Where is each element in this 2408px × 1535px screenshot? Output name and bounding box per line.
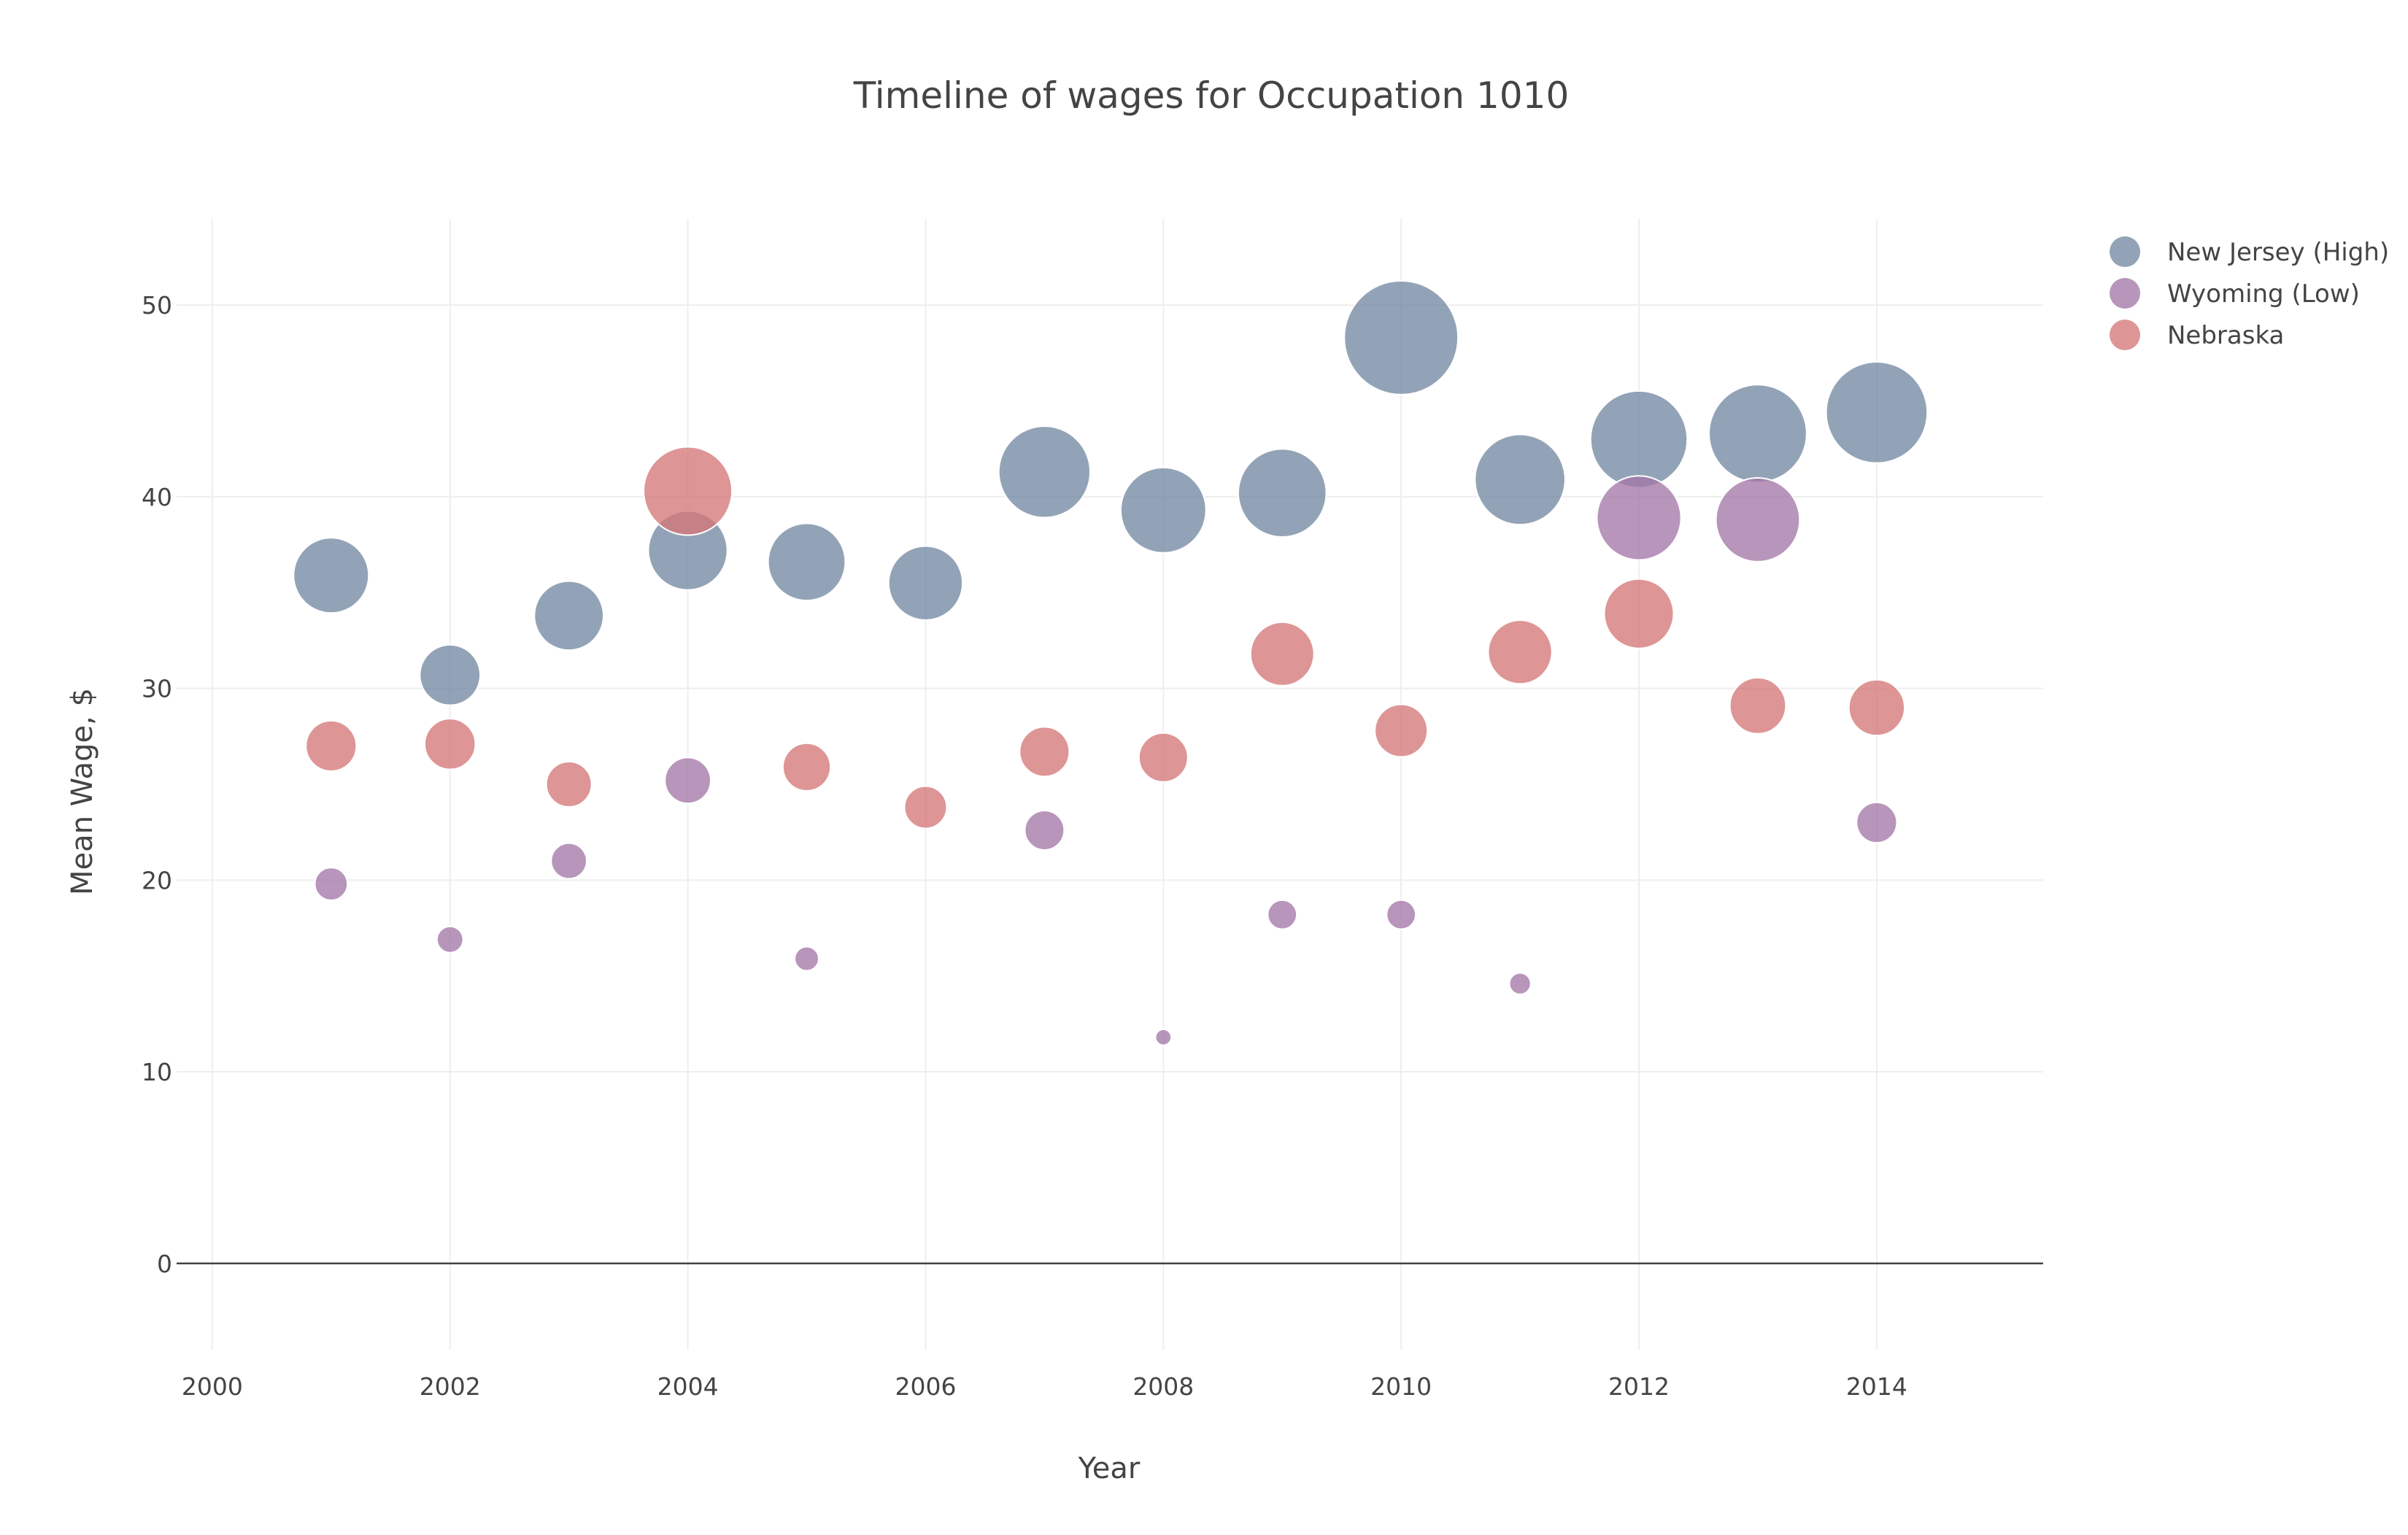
legend-marker[interactable] xyxy=(2110,278,2140,309)
y-tick-label: 10 xyxy=(142,1058,172,1086)
legend-label[interactable]: Wyoming (Low) xyxy=(2167,279,2360,309)
data-point[interactable] xyxy=(1508,972,1532,995)
data-point[interactable] xyxy=(533,580,604,651)
data-point[interactable] xyxy=(314,867,349,901)
x-tick-label: 2004 xyxy=(657,1372,719,1401)
data-point[interactable] xyxy=(794,946,819,972)
x-tick-label: 2002 xyxy=(420,1372,481,1401)
data-point[interactable] xyxy=(664,757,711,805)
legend: New Jersey (High) Wyoming (Low) Nebraska xyxy=(2110,236,2389,350)
bubbles xyxy=(293,279,1929,1046)
data-point[interactable] xyxy=(997,425,1092,519)
y-axis-ticks: 0 10 20 30 40 50 xyxy=(142,291,172,1278)
data-point[interactable] xyxy=(1374,703,1429,758)
legend-label[interactable]: Nebraska xyxy=(2167,321,2284,350)
x-axis-title: Year xyxy=(1078,1452,1141,1485)
chart-title: Timeline of wages for Occupation 1010 xyxy=(853,74,1570,117)
data-point[interactable] xyxy=(1825,361,1929,464)
legend-label[interactable]: New Jersey (High) xyxy=(2167,238,2389,267)
y-tick-label: 40 xyxy=(142,483,172,511)
data-point[interactable] xyxy=(293,537,370,614)
data-point[interactable] xyxy=(419,643,482,706)
data-point[interactable] xyxy=(1249,621,1315,687)
data-point[interactable] xyxy=(305,719,358,773)
x-tick-label: 2010 xyxy=(1370,1372,1432,1401)
y-tick-label: 20 xyxy=(142,866,172,894)
data-point[interactable] xyxy=(1386,899,1417,930)
data-point[interactable] xyxy=(1715,477,1801,562)
gridlines xyxy=(177,219,2043,1350)
data-point[interactable] xyxy=(1848,678,1906,737)
data-point[interactable] xyxy=(1019,726,1070,778)
series-1-points xyxy=(314,475,1898,1046)
x-axis-ticks: 2000 2002 2004 2006 2008 2010 2012 2014 xyxy=(182,1372,1907,1401)
data-point[interactable] xyxy=(1474,433,1566,526)
legend-marker[interactable] xyxy=(2110,320,2140,350)
data-point[interactable] xyxy=(1596,475,1682,561)
data-point[interactable] xyxy=(545,760,593,808)
data-point[interactable] xyxy=(1708,384,1807,484)
y-tick-label: 50 xyxy=(142,291,172,320)
data-point[interactable] xyxy=(643,446,733,536)
data-point[interactable] xyxy=(1729,676,1787,735)
x-tick-label: 2012 xyxy=(1608,1372,1670,1401)
data-point[interactable] xyxy=(782,742,832,792)
data-point[interactable] xyxy=(1237,448,1327,538)
data-point[interactable] xyxy=(550,842,587,880)
series-0-points xyxy=(293,279,1929,706)
data-point[interactable] xyxy=(1589,390,1689,489)
x-tick-label: 2014 xyxy=(1846,1372,1907,1401)
y-tick-label: 0 xyxy=(157,1250,172,1278)
x-tick-label: 2008 xyxy=(1132,1372,1194,1401)
data-point[interactable] xyxy=(1603,578,1675,649)
data-point[interactable] xyxy=(424,718,476,770)
data-point[interactable] xyxy=(1267,899,1298,930)
data-point[interactable] xyxy=(1119,466,1207,554)
y-tick-label: 30 xyxy=(142,675,172,703)
data-point[interactable] xyxy=(887,545,964,621)
data-point[interactable] xyxy=(1343,279,1459,395)
data-point[interactable] xyxy=(436,925,464,954)
series-2-points xyxy=(305,446,1906,830)
data-point[interactable] xyxy=(1024,810,1065,851)
x-tick-label: 2006 xyxy=(895,1372,956,1401)
data-point[interactable] xyxy=(767,522,846,602)
data-point[interactable] xyxy=(1138,732,1189,783)
data-point[interactable] xyxy=(903,785,948,830)
data-point[interactable] xyxy=(1856,801,1898,844)
x-tick-label: 2000 xyxy=(182,1372,243,1401)
y-axis-title: Mean Wage, $ xyxy=(66,688,99,895)
data-point[interactable] xyxy=(1154,1028,1173,1046)
legend-marker[interactable] xyxy=(2110,236,2140,267)
data-point[interactable] xyxy=(1487,619,1553,685)
